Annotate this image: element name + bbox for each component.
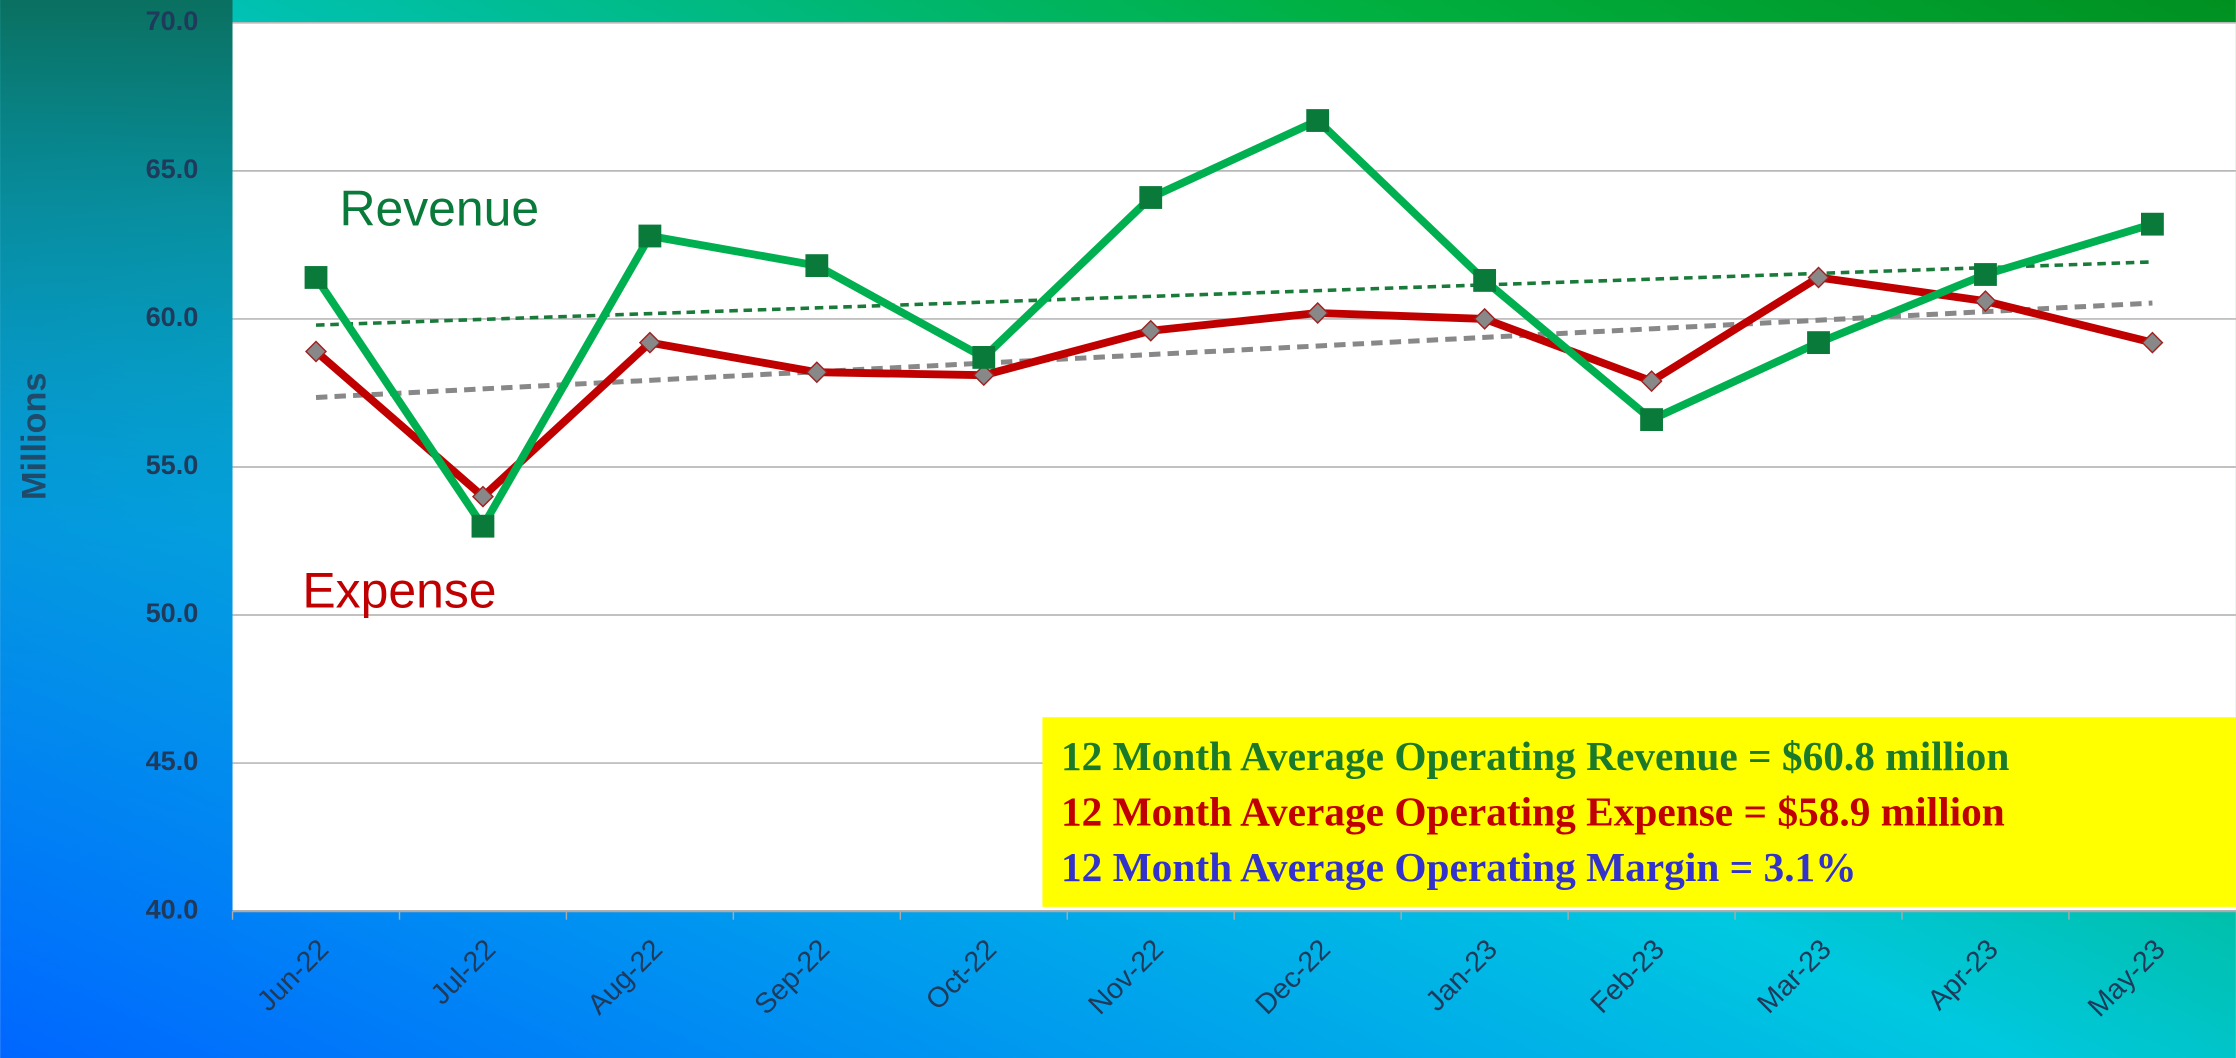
y-tick-label: 45.0: [146, 745, 199, 776]
marker: [972, 364, 995, 387]
y-axis-label: Millions: [16, 373, 54, 500]
marker: [1139, 186, 1163, 209]
marker: [1640, 370, 1663, 393]
marker: [1974, 290, 1997, 313]
marker: [1473, 307, 1496, 330]
marker: [305, 340, 327, 363]
annotation: 12 Month Average Operating Expense = $58…: [1061, 789, 2005, 835]
marker: [2141, 212, 2164, 236]
series-line: [313, 273, 2154, 501]
annotation: 12 Month Average Operating Margin = 3.1%: [1061, 844, 1857, 890]
background-left: [0, 0, 233, 1058]
series-label: Revenue: [339, 180, 539, 236]
y-tick-label: 40.0: [146, 893, 199, 924]
series-line: [312, 116, 2154, 531]
marker: [1306, 109, 1330, 132]
y-tick-label: 55.0: [146, 449, 199, 480]
marker: [638, 331, 661, 354]
marker: [1807, 266, 1830, 289]
marker: [1306, 302, 1329, 324]
trend-line: [315, 260, 2153, 327]
marker: [1139, 319, 1162, 342]
y-tick-label: 70.0: [146, 5, 199, 36]
marker: [805, 254, 829, 278]
marker: [471, 485, 494, 508]
marker: [471, 514, 495, 538]
marker: [638, 224, 662, 248]
marker: [304, 266, 328, 289]
summary-box: [1042, 717, 2236, 907]
marker: [1974, 263, 1997, 286]
marker: [2141, 331, 2164, 354]
annotation: 12 Month Average Operating Revenue = $60…: [1061, 733, 2009, 779]
marker: [1640, 408, 1663, 432]
y-tick-label: 50.0: [146, 597, 199, 628]
series-label: Expense: [302, 562, 496, 618]
marker: [1473, 269, 1497, 292]
y-tick-label: 60.0: [146, 301, 199, 332]
marker: [805, 361, 828, 384]
trend-line: [315, 300, 2153, 400]
y-tick-label: 65.0: [146, 153, 199, 184]
marker: [1807, 331, 1830, 355]
marker: [972, 346, 996, 369]
